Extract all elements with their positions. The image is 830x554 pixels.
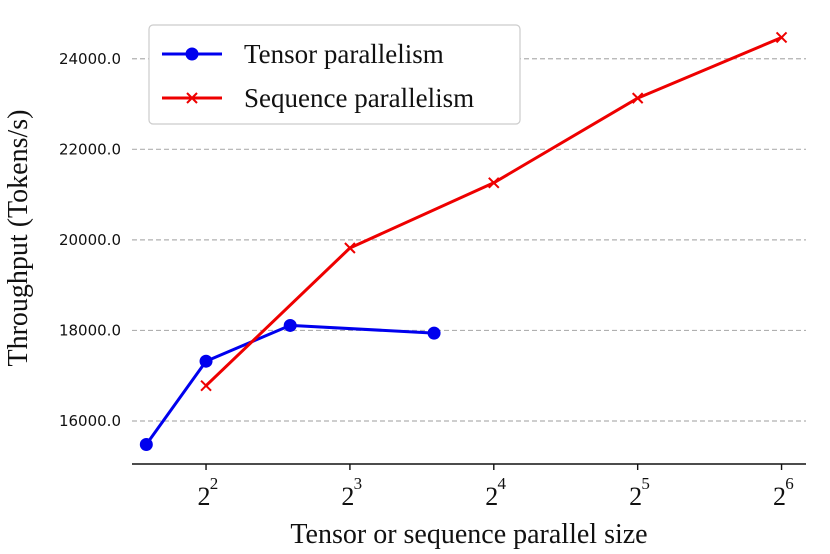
legend-swatch-marker [185, 47, 199, 61]
series-sequence-parallelism [200, 31, 788, 392]
y-tick-label: 18000.0 [59, 321, 121, 339]
legend-swatch-marker-stroke [186, 92, 198, 104]
x-tick-label-exponent: 4 [498, 474, 507, 493]
y-tick-label: 20000.0 [59, 231, 121, 249]
legend: Tensor parallelism Sequence parallelism [148, 24, 521, 125]
sequence-parallelism-point-stroke [344, 242, 356, 254]
x-tick-label-base: 2 [341, 482, 354, 511]
y-axis-title: Throughput (Tokens/s) [3, 109, 34, 366]
tensor-parallelism-line [144, 323, 436, 446]
tensor-parallelism-point [199, 354, 213, 368]
legend-entry-sequence-parallelism: Sequence parallelism [162, 83, 474, 113]
legend-label: Tensor parallelism [244, 39, 444, 69]
x-tick-label-exponent: 5 [641, 474, 650, 493]
sequence-parallelism-point [631, 92, 644, 104]
x-axis-title: Tensor or sequence parallel size [290, 519, 647, 550]
sequence-parallelism-point [488, 177, 500, 189]
x-tick-label-exponent: 6 [785, 474, 794, 493]
sequence-parallelism-point-stroke [775, 31, 788, 44]
legend-entry-tensor-parallelism: Tensor parallelism [162, 39, 444, 69]
tensor-parallelism-point [139, 438, 153, 452]
series-tensor-parallelism [139, 318, 441, 452]
sequence-parallelism-point-stroke [631, 92, 644, 104]
y-tick-labels: 16000.0 18000.0 20000.0 22000.0 24000.0 [59, 50, 121, 430]
x-tick-label-base: 2 [629, 482, 642, 511]
sequence-parallelism-point [344, 242, 356, 254]
legend-label: Sequence parallelism [244, 83, 474, 113]
x-tick-label-base: 2 [773, 482, 786, 511]
sequence-parallelism-point-stroke [200, 379, 212, 392]
sequence-parallelism-point-stroke [488, 177, 500, 189]
sequence-parallelism-point [200, 379, 212, 392]
y-tick-label: 16000.0 [59, 412, 121, 430]
y-tick-label: 22000.0 [59, 140, 121, 158]
legend-swatch-marker [186, 92, 198, 104]
legend-entries: Tensor parallelism Sequence parallelism [162, 39, 474, 113]
x-tick-label-exponent: 3 [354, 474, 363, 493]
series-layer [139, 31, 788, 452]
tensor-parallelism-point [283, 318, 297, 332]
x-tick-label-exponent: 2 [210, 474, 219, 493]
y-tick-label: 24000.0 [59, 50, 121, 68]
sequence-parallelism-point [775, 31, 788, 44]
tensor-parallelism-point [427, 326, 441, 340]
x-tick-label-base: 2 [198, 482, 211, 511]
x-tick-label-base: 2 [485, 482, 498, 511]
legend-box [148, 24, 521, 125]
